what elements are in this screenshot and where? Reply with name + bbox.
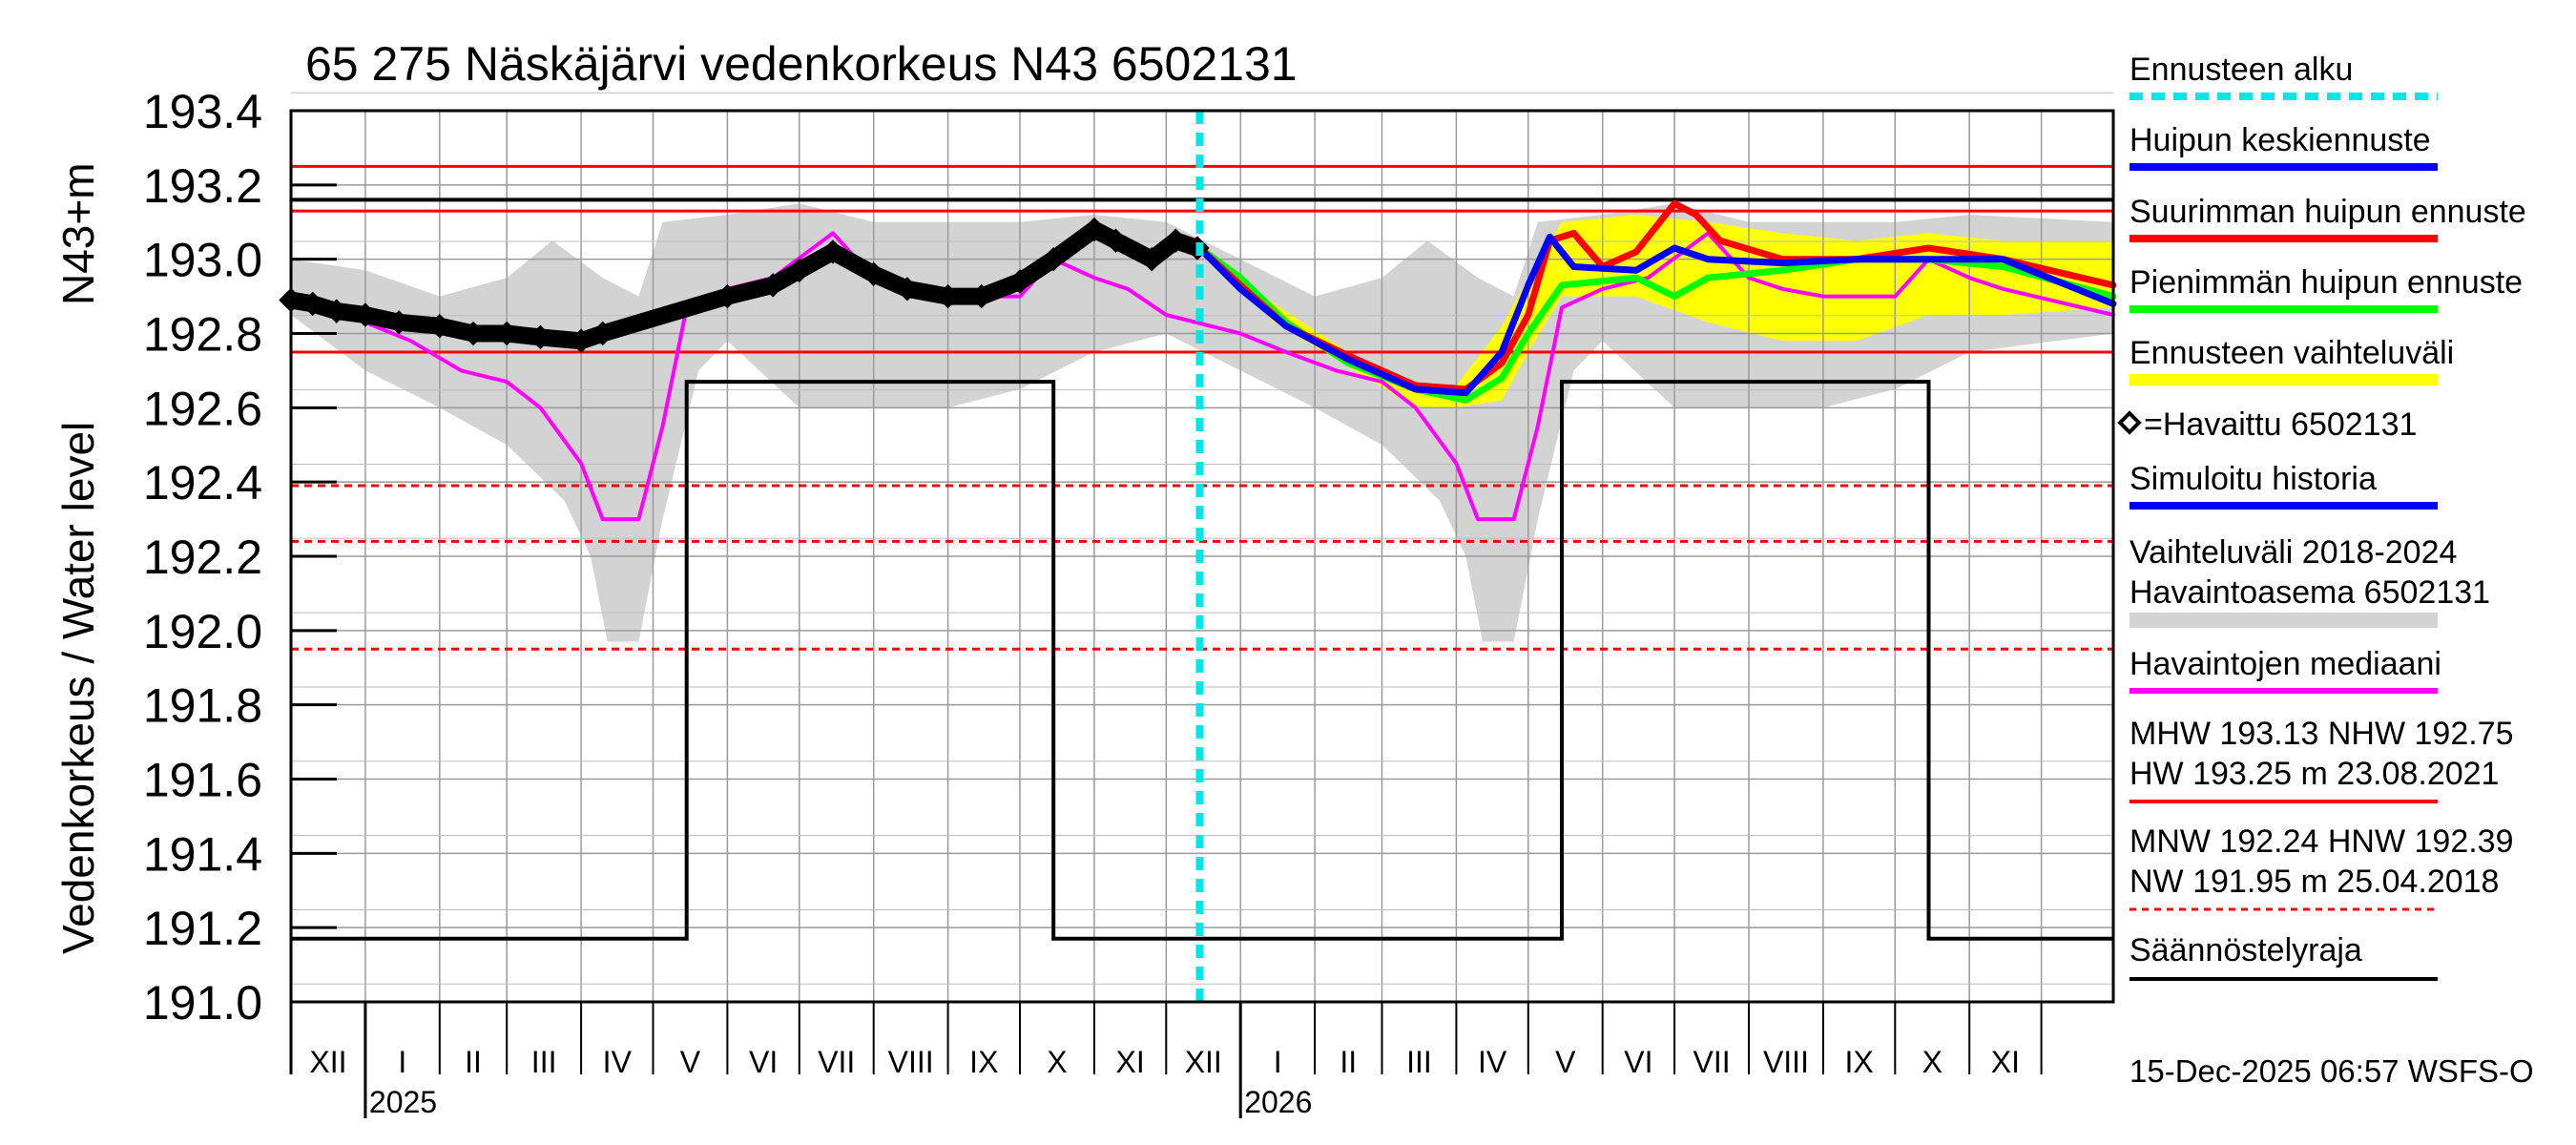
month-label: I xyxy=(1274,1045,1282,1079)
observed-point-marker xyxy=(386,310,411,335)
month-label: VIII xyxy=(1763,1045,1809,1079)
timestamp: 15-Dec-2025 06:57 WSFS-O xyxy=(2129,1053,2534,1089)
month-label: X xyxy=(1047,1045,1067,1079)
mean-peak-forecast-line xyxy=(1196,233,2117,397)
y-axis: 191.0 191.2 191.4 191.6 191.8 192.0 192.2 192.4… xyxy=(143,85,337,1030)
observed-point-marker xyxy=(861,261,886,286)
observed-point-marker xyxy=(935,283,961,309)
month-label: III xyxy=(531,1045,557,1079)
y-axis-unit-label: N43+m xyxy=(53,162,103,305)
month-label: VII xyxy=(1693,1045,1730,1079)
observed-point-marker xyxy=(324,299,349,323)
grid-layer xyxy=(291,92,2113,1003)
y-tick-label: 192.4 xyxy=(143,456,262,510)
month-label: V xyxy=(1555,1045,1576,1079)
forecast-band-area xyxy=(1199,215,2113,408)
month-label: IV xyxy=(1478,1045,1507,1079)
month-label: I xyxy=(398,1045,406,1079)
month-label: IX xyxy=(1844,1045,1873,1079)
legend-high-stats-line1: MHW 193.13 NHW 192.75 xyxy=(2129,716,2514,752)
month-label: III xyxy=(1406,1045,1432,1079)
legend-observed-marker-icon xyxy=(2117,410,2142,435)
observed-point-marker xyxy=(569,328,593,354)
y-tick-label: 192.8 xyxy=(143,308,262,362)
legend-variation-range-line1: Vaihteluväli 2018-2024 xyxy=(2129,534,2457,571)
legend-median-label: Havaintojen mediaani xyxy=(2129,646,2441,682)
legend: Ennusteen alku Huipun keskiennuste Suuri… xyxy=(2117,52,2534,1089)
observed-point-marker xyxy=(969,283,994,309)
observed-point-marker xyxy=(427,313,452,339)
variation-band-area xyxy=(291,203,2113,642)
observed-point-marker xyxy=(590,321,615,346)
y-tick-label: 192.2 xyxy=(143,531,262,584)
year-label: 2026 xyxy=(1244,1085,1312,1119)
legend-high-stats-line2: HW 193.25 m 23.08.2021 xyxy=(2129,756,2499,792)
y-tick-label: 193.4 xyxy=(143,85,262,138)
y-tick-label: 191.6 xyxy=(143,754,262,807)
month-label: VI xyxy=(1624,1045,1652,1079)
observed-point-marker xyxy=(760,273,785,298)
month-label: XII xyxy=(1185,1045,1222,1079)
chart-title: 65 275 Näskäjärvi vedenkorkeus N43 65021… xyxy=(305,37,1298,91)
observed-point-marker xyxy=(461,321,486,346)
legend-forecast-range-label: Ennusteen vaihteluväli xyxy=(2129,335,2454,371)
y-axis-label: Vedenkorkeus / Water level xyxy=(53,422,103,954)
month-label: VIII xyxy=(888,1045,934,1079)
legend-mean-peak-label: Huipun keskiennuste xyxy=(2129,122,2431,158)
regulation-limit-line xyxy=(291,380,2113,941)
month-label: XI xyxy=(1115,1045,1144,1079)
legend-regulation-label: Säännöstelyraja xyxy=(2129,932,2362,968)
variation-band-layer xyxy=(291,203,2113,642)
legend-low-stats-line2: NW 191.95 m 25.04.2018 xyxy=(2129,864,2499,900)
legend-max-peak-label: Suurimman huipun ennuste xyxy=(2129,194,2526,230)
observed-point-marker xyxy=(494,321,519,346)
month-label: VI xyxy=(749,1045,778,1079)
legend-low-stats-line1: MNW 192.24 HNW 192.39 xyxy=(2129,823,2514,860)
y-tick-label: 193.0 xyxy=(143,234,262,287)
y-tick-label: 191.0 xyxy=(143,976,262,1030)
observed-point-marker xyxy=(528,324,553,350)
y-tick-label: 191.4 xyxy=(143,827,262,881)
y-tick-label: 192.6 xyxy=(143,382,262,435)
legend-observed-label: =Havaittu 6502131 xyxy=(2144,406,2417,443)
month-label: X xyxy=(1922,1045,1942,1079)
y-tick-label: 191.2 xyxy=(143,902,262,955)
observed-point-marker xyxy=(895,277,920,302)
y-tick-label: 193.2 xyxy=(143,159,262,213)
forecast-band-layer xyxy=(1199,215,2113,408)
series-layer xyxy=(279,199,2117,522)
month-label: IV xyxy=(603,1045,633,1079)
observed-point-marker xyxy=(787,258,812,283)
observed-point-marker xyxy=(300,291,325,317)
legend-min-peak-label: Pienimmän huipun ennuste xyxy=(2129,264,2523,301)
month-label: XI xyxy=(1991,1045,2020,1079)
month-label: VII xyxy=(818,1045,855,1079)
legend-variation-range-line2: Havaintoasema 6502131 xyxy=(2129,574,2490,611)
y-tick-label: 191.8 xyxy=(143,679,262,733)
legend-forecast-start-label: Ennusteen alku xyxy=(2129,52,2353,88)
observed-point-marker xyxy=(353,302,378,327)
regulation-limit-layer xyxy=(291,380,2113,941)
month-label: II xyxy=(465,1045,482,1079)
observed-point-marker xyxy=(715,283,740,309)
legend-simulated-label: Simuloitu historia xyxy=(2129,461,2377,497)
month-label: V xyxy=(680,1045,701,1079)
month-label: XII xyxy=(309,1045,346,1079)
year-label: 2025 xyxy=(369,1085,437,1119)
month-label: II xyxy=(1340,1045,1357,1079)
y-tick-label: 192.0 xyxy=(143,605,262,658)
month-label: IX xyxy=(969,1045,998,1079)
observed-point-marker xyxy=(821,239,845,264)
median-line xyxy=(289,231,2115,522)
